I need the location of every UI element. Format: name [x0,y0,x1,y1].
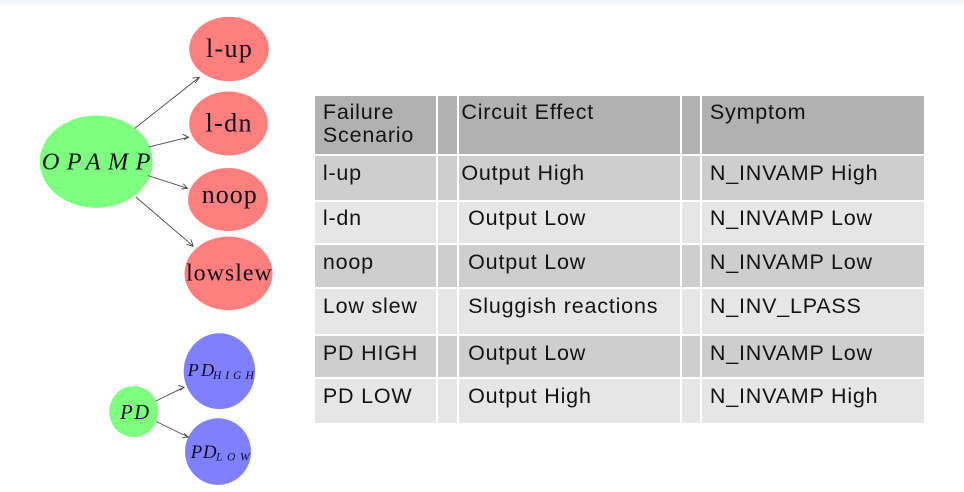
svg-text:PD: PD [187,360,217,380]
svg-text:l-up: l-up [206,34,253,63]
svg-text:l-dn: l-dn [205,109,252,138]
svg-text:OPAMP: OPAMP [42,149,158,176]
svg-text:noop: noop [202,180,258,209]
svg-text:LOW: LOW [215,451,254,464]
svg-text:HIGH: HIGH [212,370,258,382]
svg-text:PD: PD [119,402,150,424]
svg-text:PD: PD [190,442,217,463]
svg-text:lowslew: lowslew [186,261,273,287]
